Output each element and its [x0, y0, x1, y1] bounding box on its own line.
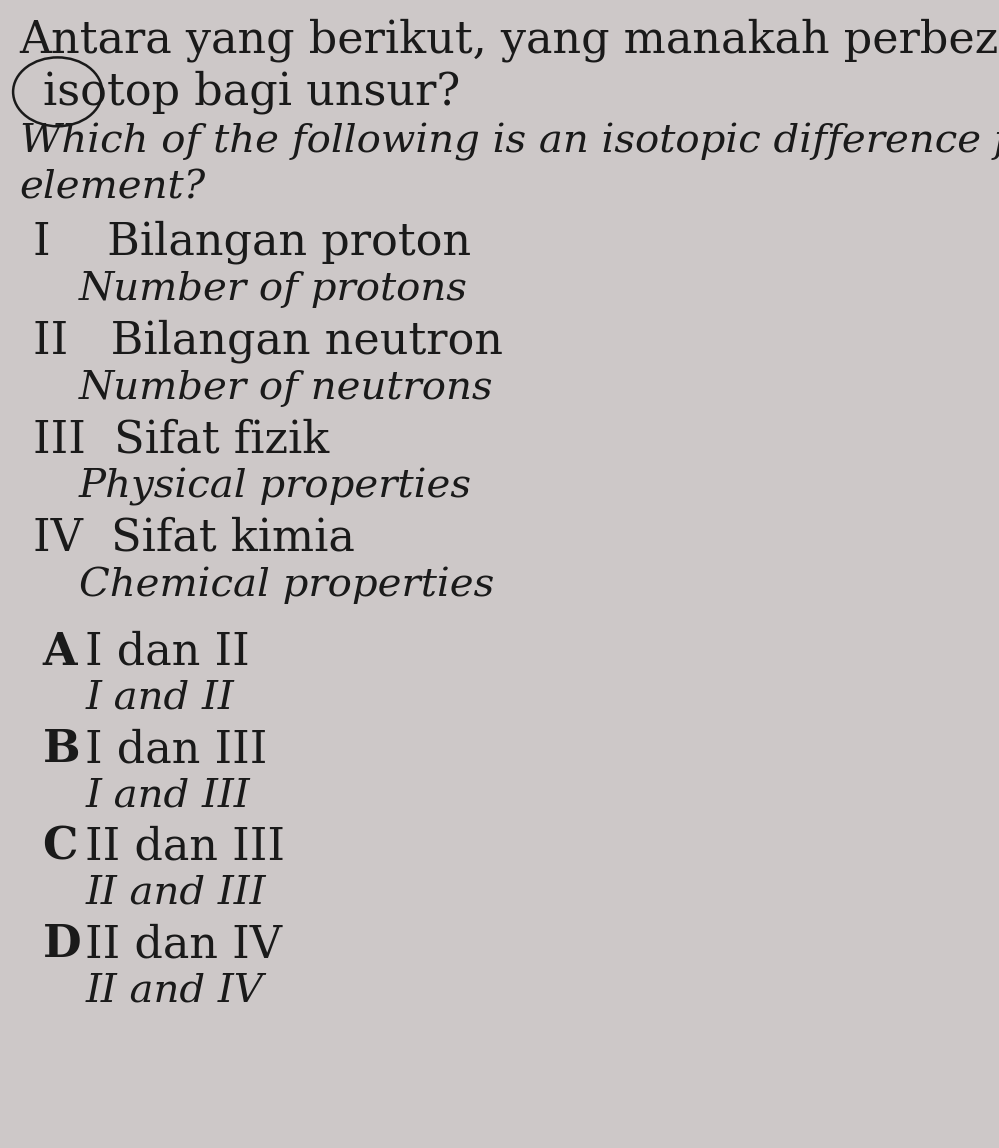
Text: Number of neutrons: Number of neutrons — [79, 370, 494, 406]
Text: IV  Sifat kimia: IV Sifat kimia — [33, 517, 355, 560]
Text: Which of the following is an isotopic difference for an: Which of the following is an isotopic di… — [20, 123, 999, 162]
Text: element?: element? — [20, 170, 206, 207]
Text: II dan IV: II dan IV — [85, 923, 282, 967]
Text: I dan II: I dan II — [85, 630, 250, 674]
Text: I and II: I and II — [85, 680, 234, 716]
Text: D: D — [43, 923, 81, 967]
Text: II and III: II and III — [85, 875, 266, 912]
Text: III  Sifat fizik: III Sifat fizik — [33, 418, 329, 461]
Text: B: B — [43, 728, 80, 771]
Text: A: A — [43, 630, 77, 674]
Text: I    Bilangan proton: I Bilangan proton — [33, 220, 471, 264]
Text: Antara yang berikut, yang manakah perbezaan: Antara yang berikut, yang manakah perbez… — [20, 18, 999, 62]
Text: isotop bagi unsur?: isotop bagi unsur? — [43, 70, 460, 114]
Text: C: C — [43, 825, 78, 869]
Text: Physical properties: Physical properties — [79, 467, 472, 506]
Text: Chemical properties: Chemical properties — [79, 567, 494, 604]
Text: I and III: I and III — [85, 777, 250, 814]
Text: II   Bilangan neutron: II Bilangan neutron — [33, 319, 502, 363]
Text: Number of protons: Number of protons — [79, 271, 468, 308]
Text: II and IV: II and IV — [85, 972, 263, 1009]
Text: II dan III: II dan III — [85, 825, 285, 869]
Text: I dan III: I dan III — [85, 728, 268, 771]
